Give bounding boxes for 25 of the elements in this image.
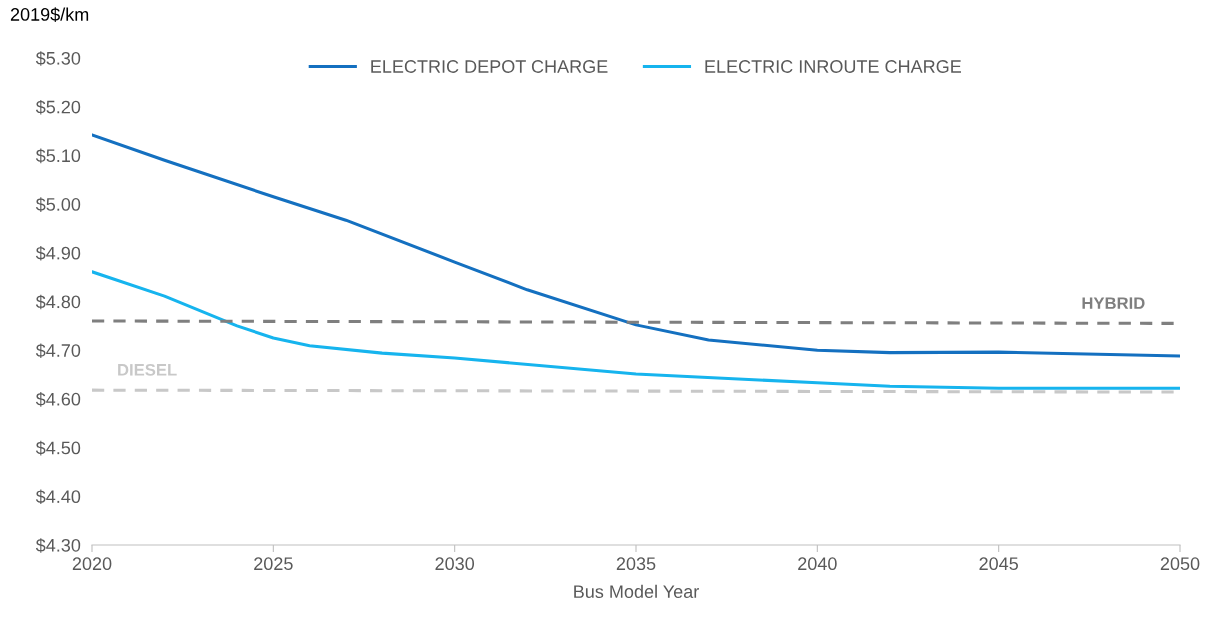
x-axis-title: Bus Model Year	[574, 584, 699, 599]
x-tick-label: 2040	[798, 557, 837, 571]
y-tick-label: $5.00	[35, 197, 81, 212]
y-tick-label: $4.90	[35, 245, 81, 261]
y-axis-title: 2019$/km	[10, 7, 89, 22]
x-tick-label: 2050	[1160, 557, 1200, 571]
y-tick-label: $4.70	[35, 343, 81, 358]
y-tick-label: $4.60	[35, 392, 81, 407]
x-tick-label: 2045	[979, 557, 1018, 571]
line-series	[92, 270, 1180, 390]
line-series	[92, 133, 1180, 358]
y-tick-label: $4.40	[35, 489, 81, 505]
x-tick-label: 2025	[254, 557, 293, 571]
y-tick-label: $4.80	[35, 294, 81, 310]
y-tick-label: $5.10	[35, 148, 81, 164]
y-tick-label: $5.30	[35, 51, 81, 66]
series-label: HYBRID	[1082, 297, 1145, 309]
x-tick-label: 2030	[435, 557, 475, 571]
legend-label: ELECTRIC INROUTE CHARGE	[705, 60, 961, 73]
x-tick-label: 2020	[72, 557, 112, 571]
x-tick-label: 2035	[616, 557, 656, 571]
y-tick-label: $4.50	[35, 440, 81, 456]
legend-label: ELECTRIC DEPOT CHARGE	[371, 60, 608, 73]
y-tick-label: $4.30	[35, 538, 81, 553]
y-tick-label: $5.20	[35, 99, 81, 115]
